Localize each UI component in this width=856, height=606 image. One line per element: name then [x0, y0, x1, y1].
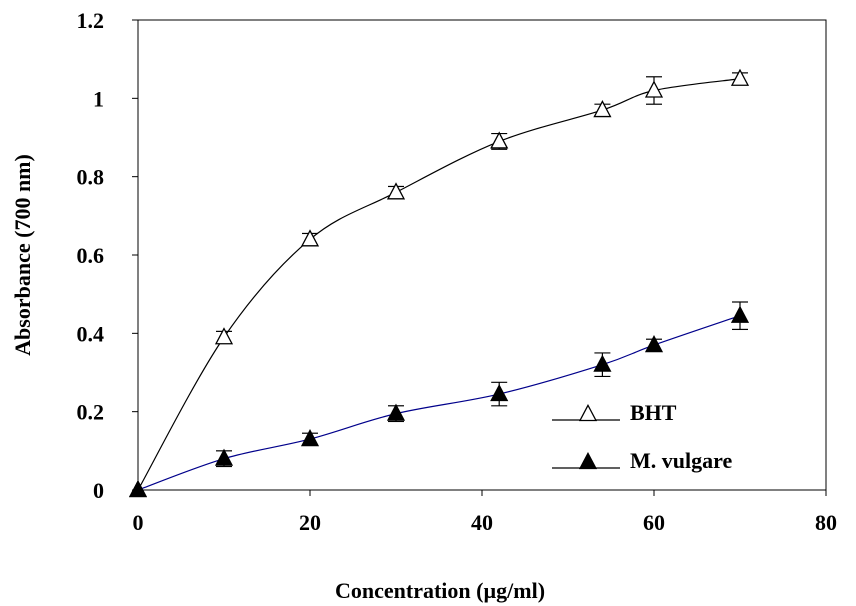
- data-point: [490, 384, 509, 402]
- x-tick-label: 0: [133, 510, 144, 535]
- x-tick-label: 60: [643, 510, 665, 535]
- series-0: [128, 68, 750, 498]
- x-tick-label: 40: [471, 510, 493, 535]
- data-point: [214, 448, 234, 466]
- x-axis: 0 20 40 60 80: [133, 490, 837, 535]
- series-layer: [128, 68, 750, 498]
- legend-marker: [578, 403, 598, 422]
- legend: BHT M. vulgare: [552, 400, 732, 473]
- x-axis-title: Concentration (µg/ml): [335, 578, 545, 603]
- data-point: [593, 100, 612, 118]
- data-point: [593, 354, 612, 372]
- data-point: [490, 131, 509, 149]
- legend-item: BHT: [552, 400, 677, 425]
- data-point: [300, 229, 320, 247]
- data-point: [644, 80, 664, 98]
- series-1: [128, 301, 750, 498]
- x-tick-label: 80: [815, 510, 837, 535]
- series-line: [137, 315, 741, 491]
- data-point: [300, 429, 320, 447]
- y-tick-label: 0.8: [77, 165, 105, 190]
- data-point: [128, 479, 148, 498]
- data-point: [730, 68, 750, 86]
- y-tick-label: 0.4: [77, 321, 105, 346]
- plot-area-frame: [137, 19, 827, 491]
- y-tick-label: 0: [93, 478, 104, 503]
- y-tick-label: 0.6: [77, 243, 105, 268]
- legend-label: BHT: [630, 400, 677, 425]
- y-axis-title: Absorbance (700 nm): [10, 154, 35, 356]
- series-line: [137, 78, 741, 491]
- data-point: [386, 182, 406, 200]
- legend-marker: [578, 451, 598, 470]
- y-tick-label: 1: [93, 86, 104, 111]
- data-point: [730, 305, 750, 323]
- y-tick-label: 0.2: [77, 400, 105, 425]
- y-axis: 0 0.2 0.4 0.6 0.8 1 1.2: [77, 8, 138, 503]
- data-point: [386, 403, 406, 421]
- data-point: [644, 335, 664, 353]
- y-tick-label: 1.2: [77, 8, 105, 33]
- legend-item: M. vulgare: [552, 448, 732, 473]
- x-tick-label: 20: [299, 510, 321, 535]
- data-point: [214, 327, 234, 345]
- legend-label: M. vulgare: [630, 448, 732, 473]
